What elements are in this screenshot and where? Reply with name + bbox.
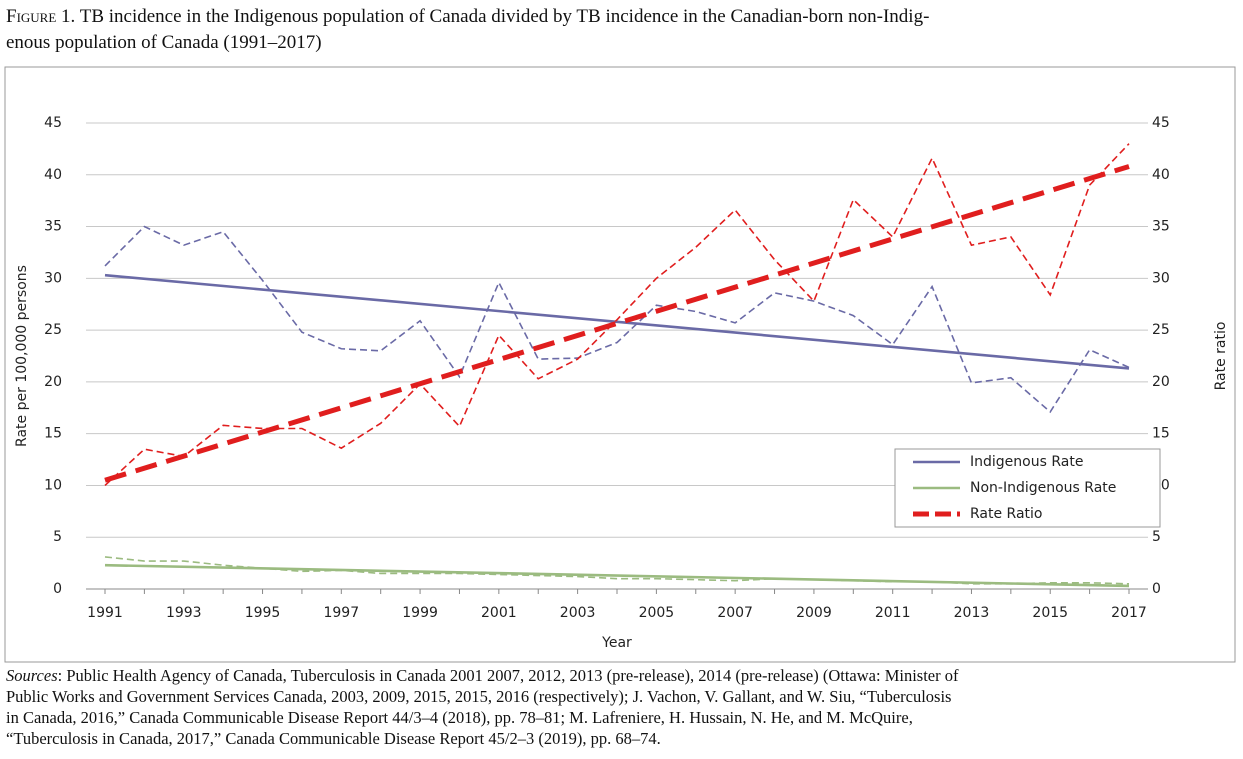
y2-tick-label: 25 [1152,322,1170,338]
x-tick-label: 1993 [166,605,202,621]
sources-line: in Canada, 2016,” Canada Communicable Di… [6,708,913,727]
x-tick-label: 1991 [87,605,123,621]
x-axis-title: Year [601,635,632,651]
y-tick-label: 0 [53,581,62,597]
trend-line [104,273,1130,370]
y-axis-title: Rate per 100,000 persons [14,265,30,447]
x-tick-label: 2015 [1032,605,1068,621]
y-tick-label: 25 [44,322,62,338]
x-tick-label: 1997 [323,605,359,621]
legend-label: Indigenous Rate [970,454,1083,470]
x-tick-label: 2013 [954,605,990,621]
sources: Sources: Public Health Agency of Canada,… [6,665,959,749]
y-tick-label: 10 [44,477,62,493]
y-tick-label: 20 [44,374,62,390]
y-tick-label: 35 [44,219,62,235]
sources-line: : Public Health Agency of Canada, Tuberc… [57,666,959,685]
y2-tick-label: 35 [1152,219,1170,235]
legend-label: Rate Ratio [970,506,1043,522]
data-line [104,556,1130,585]
x-tick-label: 1999 [402,605,438,621]
x-tick-label: 2009 [796,605,832,621]
y2-tick-label: 15 [1152,426,1170,442]
legend-label: Non-Indigenous Rate [970,480,1116,496]
x-tick-label: 2005 [639,605,675,621]
x-tick-label: 2011 [875,605,911,621]
y-tick-label: 5 [53,529,62,545]
y2-tick-label: 5 [1152,529,1161,545]
y2-tick-label: 0 [1152,581,1161,597]
y2-tick-label: 30 [1152,270,1170,286]
title: TB incidence in the Indigenous populatio… [79,6,930,27]
y-tick-label: 15 [44,426,62,442]
sources-line: “Tuberculosis in Canada, 2017,” Canada C… [6,729,661,748]
sources-line: Public Works and Government Services Can… [6,687,952,706]
x-tick-label: 2001 [481,605,517,621]
y-tick-label: 30 [44,270,62,286]
x-tick-label: 2017 [1111,605,1147,621]
y-tick-label: 45 [44,115,62,131]
y2-tick-label: 45 [1152,115,1170,131]
y2-tick-label: 40 [1152,167,1170,183]
caption-line: Figure 1. TB incidence in the Indigenous… [6,6,929,28]
y-tick-label: 40 [44,167,62,183]
figure-label: Figure 1. [6,6,76,27]
data-line [104,143,1130,487]
trend-line [104,164,1130,483]
data-line [104,225,1130,414]
y2-tick-label: 20 [1152,374,1170,390]
sources-label: Sources [6,666,58,685]
x-tick-label: 1995 [245,605,281,621]
x-tick-label: 2007 [717,605,753,621]
y2-axis-title: Rate ratio [1213,322,1229,391]
title: enous population of Canada (1991–2017) [6,32,322,53]
chart-frame [4,66,1236,663]
x-tick-label: 2003 [560,605,596,621]
trend-line [104,563,1130,588]
